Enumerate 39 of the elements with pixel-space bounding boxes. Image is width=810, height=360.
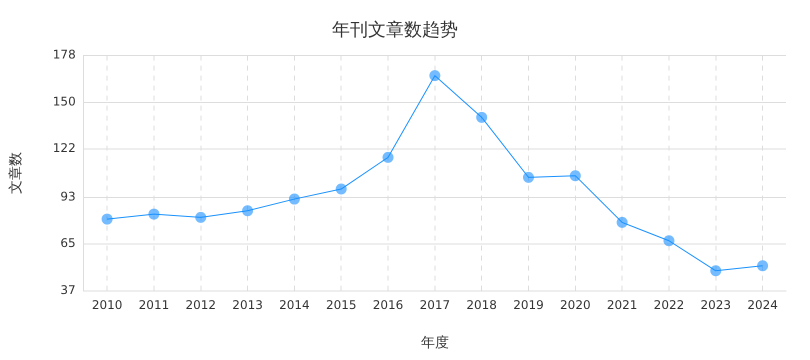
x-tick-label: 2018 <box>466 298 497 312</box>
point <box>522 172 534 183</box>
x-tick-label: 2010 <box>92 298 122 312</box>
x-tick-label: 2017 <box>420 298 450 312</box>
x-tick-label: 2016 <box>372 298 404 312</box>
x-tick-label: 2020 <box>560 298 591 312</box>
point <box>476 112 488 123</box>
point <box>663 235 674 246</box>
point <box>195 212 206 223</box>
x-tick-label: 2015 <box>326 298 356 312</box>
point <box>757 260 768 272</box>
x-tick-label: 2022 <box>654 298 684 312</box>
point <box>616 216 628 228</box>
y-tick-label: 178 <box>52 48 76 62</box>
point <box>710 265 722 276</box>
x-tick-label: 2021 <box>606 298 638 312</box>
y-tick-label: 37 <box>60 282 76 297</box>
x-tick-label: 2012 <box>185 298 216 312</box>
x-tick-label: 2019 <box>513 298 544 312</box>
x-tick-label: 2013 <box>232 298 263 312</box>
point <box>429 70 440 82</box>
point <box>148 208 160 220</box>
y-axis-title: 文章数 <box>8 152 24 194</box>
x-axis-title: 年度 <box>420 335 449 352</box>
y-tick-label: 150 <box>52 94 76 108</box>
point <box>336 184 347 195</box>
point <box>242 205 254 216</box>
y-tick-label: 93 <box>60 190 76 204</box>
x-tick-label: 2011 <box>138 298 170 312</box>
chart-title: 年刊文章数趋势 <box>332 19 458 40</box>
y-tick-label: 65 <box>60 236 76 250</box>
y-tick-label: 122 <box>52 141 76 156</box>
point <box>570 170 581 182</box>
point <box>102 214 113 225</box>
point <box>288 194 300 205</box>
x-tick-label: 2014 <box>279 298 310 312</box>
x-tick-label: 2023 <box>700 298 732 312</box>
point <box>382 152 394 163</box>
x-tick-label: 2024 <box>747 298 778 312</box>
